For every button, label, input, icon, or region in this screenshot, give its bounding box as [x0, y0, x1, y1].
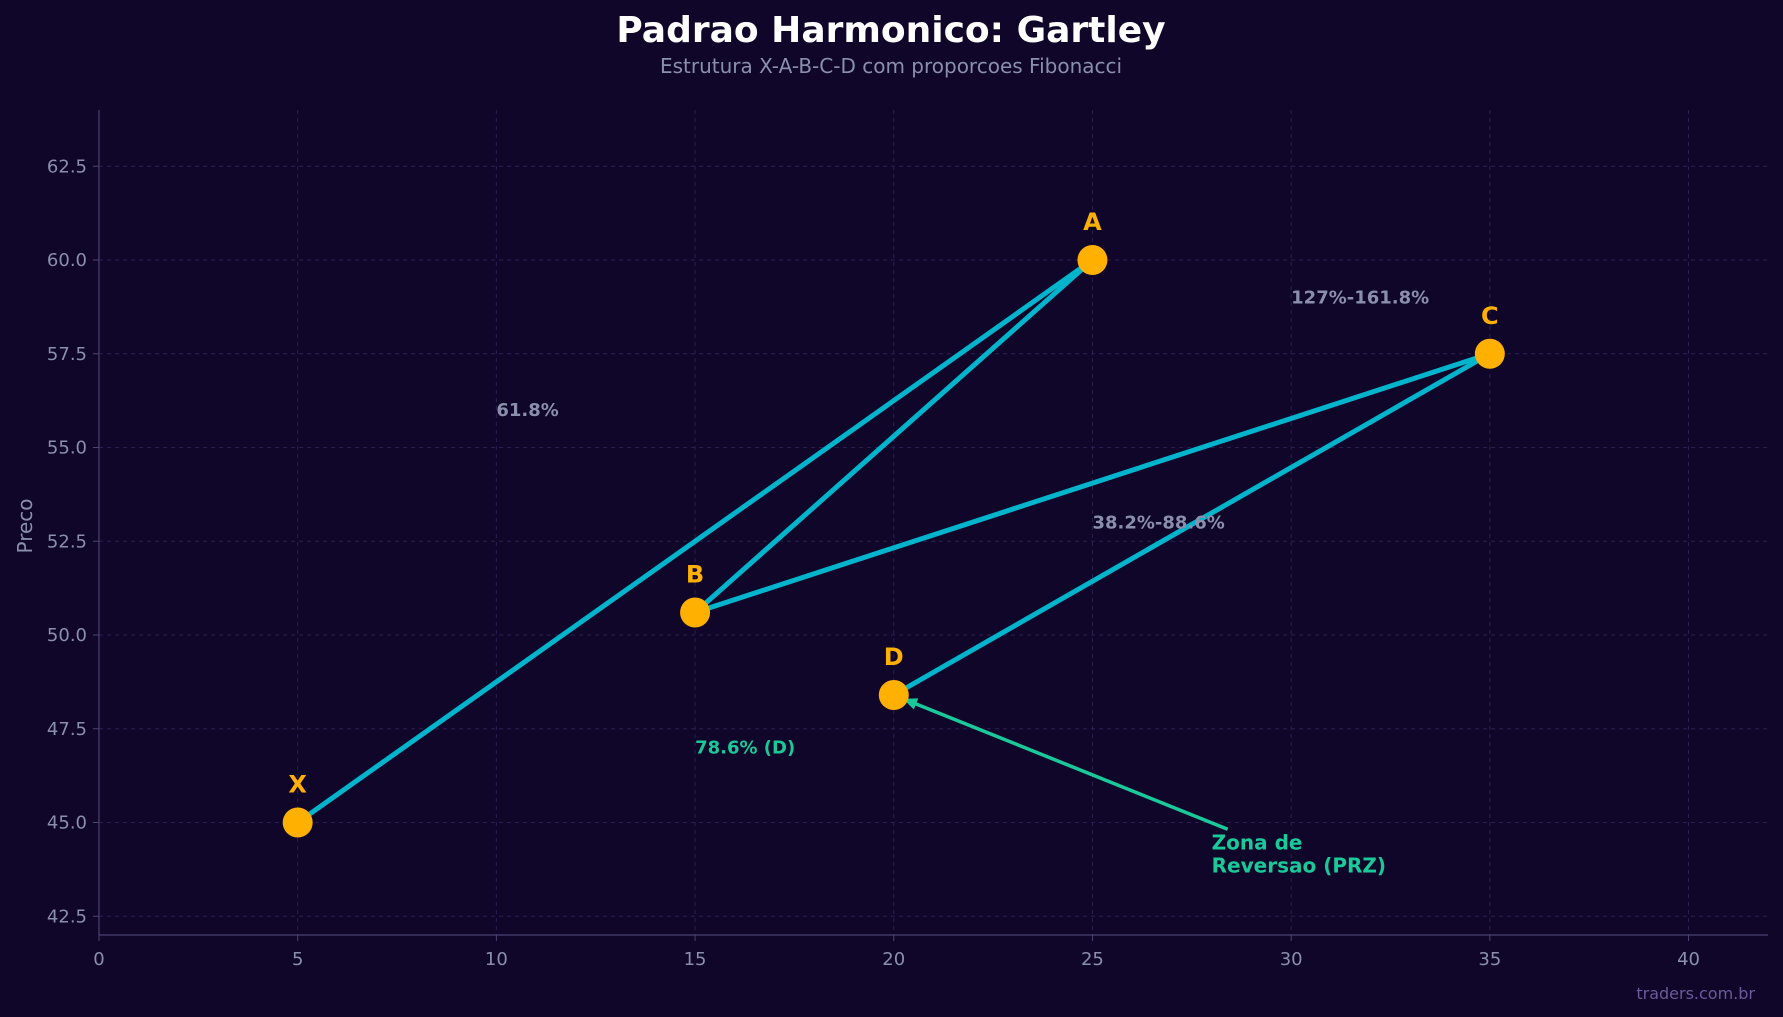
x-tick-label: 5 — [292, 949, 303, 970]
y-tick-label: 47.5 — [47, 719, 87, 740]
y-tick-label: 42.5 — [47, 906, 87, 927]
point-d — [878, 680, 909, 710]
x-tick-label: 30 — [1280, 949, 1303, 970]
point-b — [680, 597, 711, 628]
ratio-label: 61.8% — [496, 400, 558, 421]
chart-subtitle: Estrutura X-A-B-C-D com proporcoes Fibon… — [660, 54, 1122, 78]
annotation-text-line: Reversao (PRZ) — [1212, 853, 1386, 877]
y-axis-label: Preco — [13, 498, 37, 553]
y-tick-label: 62.5 — [47, 156, 87, 177]
annotation-arrow-line — [902, 697, 1229, 831]
x-tick-label: 20 — [882, 949, 905, 970]
x-tick-label: 15 — [684, 949, 707, 970]
point-c — [1474, 338, 1505, 369]
x-tick-label: 25 — [1081, 949, 1104, 970]
point-label-x: X — [288, 771, 307, 799]
point-label-d: D — [884, 643, 904, 671]
x-axis-ticks: 0 5 10 15 20 25 30 35 40 — [93, 935, 1700, 970]
segment-b-c — [692, 351, 1493, 615]
ratio-label: 38.2%-88.6% — [1092, 513, 1224, 534]
point-x — [282, 807, 313, 838]
ratio-label: 127%-161.8% — [1291, 288, 1429, 309]
x-tick-label: 10 — [485, 949, 508, 970]
y-tick-label: 45.0 — [47, 813, 87, 834]
watermark: traders.com.br — [1636, 984, 1755, 1003]
point-label-c: C — [1481, 302, 1499, 330]
chart-title: Padrao Harmonico: Gartley — [616, 10, 1165, 51]
pattern-lines — [295, 257, 1493, 825]
point-label-a: A — [1083, 208, 1102, 236]
point-label-b: B — [686, 561, 704, 589]
x-tick-label: 40 — [1677, 949, 1700, 970]
y-axis-ticks: 42.5 45.0 47.5 50.0 52.5 55.0 57.5 60.0 62.5 — [47, 156, 99, 927]
segment-a-b — [692, 257, 1095, 615]
ratio-labels: 61.8% 38.2%-88.6% 127%-161.8% 78.6% (D) — [496, 288, 1429, 759]
point-a — [1077, 245, 1108, 275]
segment-c-d — [891, 351, 1493, 698]
y-tick-label: 60.0 — [47, 250, 87, 271]
axes — [98, 110, 1768, 936]
y-tick-label: 50.0 — [47, 625, 87, 646]
x-tick-label: 0 — [93, 949, 104, 970]
grid — [98, 110, 1768, 935]
y-tick-label: 57.5 — [47, 344, 87, 365]
segment-x-a — [295, 257, 1095, 825]
annotation-text-line: Zona de — [1212, 830, 1303, 854]
ratio-label: 78.6% (D) — [695, 738, 795, 759]
y-tick-label: 55.0 — [47, 438, 87, 459]
pattern-points: X A B C D — [282, 208, 1505, 838]
y-tick-label: 52.5 — [47, 531, 87, 552]
x-tick-label: 35 — [1478, 949, 1501, 970]
